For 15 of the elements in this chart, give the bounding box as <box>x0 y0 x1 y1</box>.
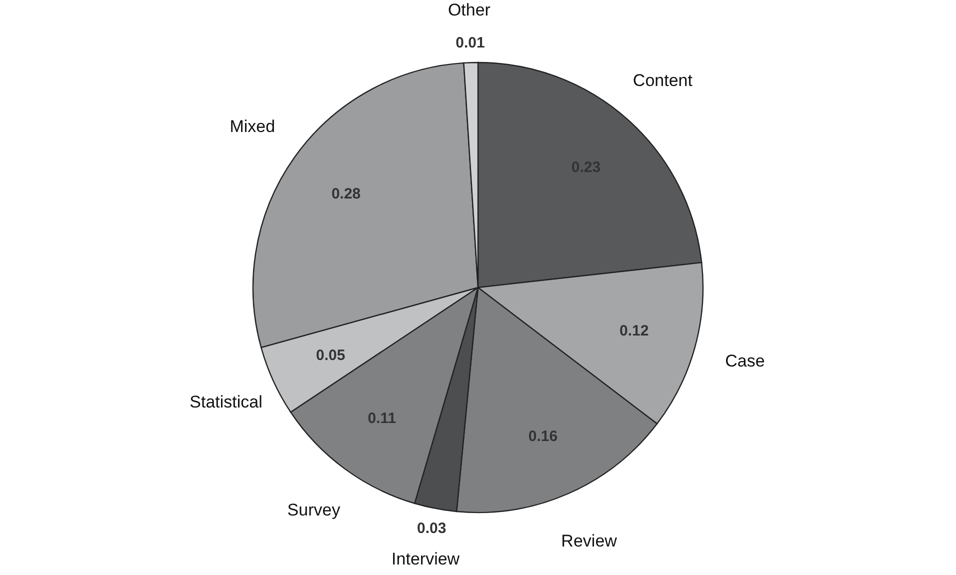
slice-label: Statistical <box>190 392 262 412</box>
slice-label: Review <box>561 531 618 550</box>
data-label: 0.01 <box>456 34 485 52</box>
slice-label: Case <box>725 351 765 370</box>
slice-label: Content <box>632 71 693 90</box>
slice-label: Other <box>448 0 491 20</box>
data-label: 0.28 <box>331 186 361 203</box>
data-label: 0.03 <box>417 520 446 538</box>
data-label: 0.16 <box>528 428 558 445</box>
data-label: 0.05 <box>316 346 346 364</box>
data-label: 0.11 <box>368 410 396 427</box>
slice-label: Mixed <box>230 116 276 136</box>
data-label: 0.12 <box>620 322 649 340</box>
slice-label: Survey <box>287 500 341 520</box>
slice-label: Interview <box>392 549 460 568</box>
